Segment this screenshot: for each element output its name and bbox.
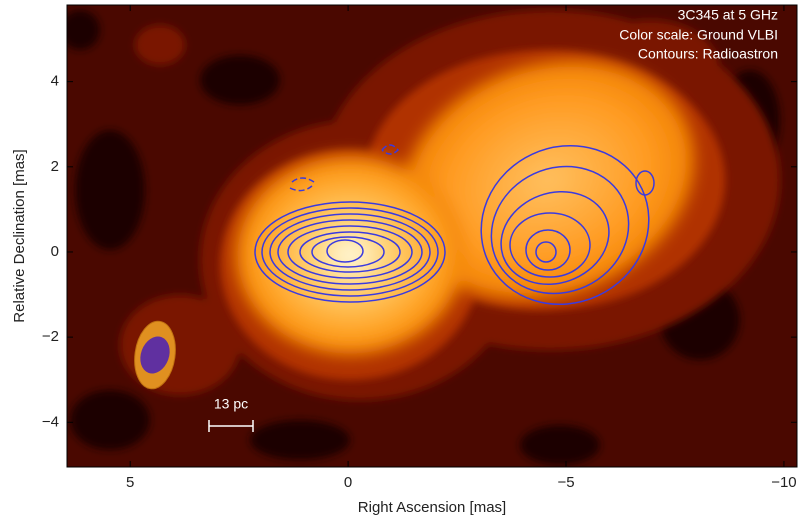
y-tick-label: −2 bbox=[42, 328, 59, 345]
y-tick-label: 4 bbox=[51, 73, 59, 90]
y-axis-label: Relative Declination [mas] bbox=[11, 149, 28, 322]
annotation: 3C345 at 5 GHz bbox=[678, 7, 778, 23]
annotation: Color scale: Ground VLBI bbox=[619, 27, 778, 43]
annotation: Contours: Radioastron bbox=[638, 46, 778, 62]
radio-map bbox=[60, 5, 797, 467]
x-tick-label: 0 bbox=[344, 474, 352, 491]
x-tick-label: −5 bbox=[557, 474, 574, 491]
chart: 3C345 at 5 GHz Color scale: Ground VLBI … bbox=[0, 0, 798, 520]
y-tick-label: 2 bbox=[51, 158, 59, 175]
scale-bar-label: 13 pc bbox=[214, 396, 248, 412]
y-tick-label: −4 bbox=[42, 413, 59, 430]
y-tick-label: 0 bbox=[51, 243, 59, 260]
x-tick-label: 5 bbox=[126, 474, 134, 491]
x-axis-label: Right Ascension [mas] bbox=[358, 499, 506, 516]
x-tick-label: −10 bbox=[771, 474, 796, 491]
